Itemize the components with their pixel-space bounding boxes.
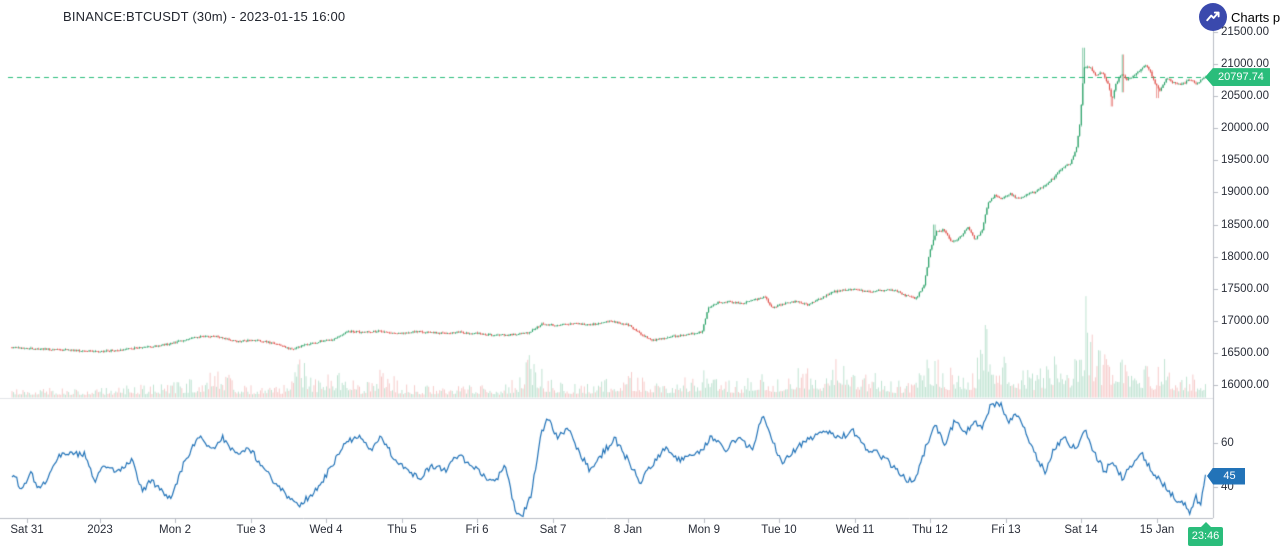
rsi-axis-tick-label: 60 xyxy=(1221,437,1234,449)
time-axis-tick-label: Fri 13 xyxy=(991,524,1021,536)
price-axis-tick-label: 21500.00 xyxy=(1221,26,1269,38)
price-axis-tick-label: 16500.00 xyxy=(1221,346,1269,359)
time-axis-tick-label: Fri 6 xyxy=(465,524,489,536)
tradingview-logo-icon[interactable] xyxy=(1199,3,1227,31)
time-axis-tick-label: 15 Jan xyxy=(1139,524,1175,536)
last-price-value: 20797.74 xyxy=(1218,71,1264,84)
price-axis-tick-label: 21000.00 xyxy=(1221,58,1269,71)
badge-notch xyxy=(1200,522,1211,527)
last-time-value: 23:46 xyxy=(1191,530,1220,542)
price-axis-tick-label: 17000.00 xyxy=(1221,314,1269,327)
price-axis-tick-label: 18000.00 xyxy=(1221,250,1269,263)
trend-arrow-icon xyxy=(1206,11,1220,22)
time-axis-tick-label: Thu 5 xyxy=(387,524,417,536)
price-axis-tick-label: 18500.00 xyxy=(1221,218,1269,231)
chart-title: BINANCE:BTCUSDT (30m) - 2023-01-15 16:00 xyxy=(63,9,346,24)
time-axis-tick-label: Wed 4 xyxy=(309,524,343,536)
time-axis-tick-label: 2023 xyxy=(87,524,113,536)
last-time-badge: 23:46 xyxy=(1188,522,1223,546)
time-axis-tick-label: 8 Jan xyxy=(613,524,643,536)
rsi-value-badge: 45 xyxy=(1207,467,1245,485)
rsi-value: 45 xyxy=(1223,469,1236,482)
time-axis-tick-label: Sat 14 xyxy=(1064,524,1098,536)
price-axis-tick-label: 19500.00 xyxy=(1221,154,1269,167)
charts-powered-by-label[interactable]: Charts p xyxy=(1231,10,1280,25)
time-axis-tick-label: Thu 12 xyxy=(912,524,948,536)
time-axis-tick-label: Tue 3 xyxy=(236,524,266,536)
price-axis-tick-label: 19000.00 xyxy=(1221,186,1269,199)
last-price-badge: 20797.74 xyxy=(1205,68,1270,87)
time-axis-tick-label: Tue 10 xyxy=(761,524,797,536)
time-axis-tick-label: Sat 31 xyxy=(10,524,44,536)
time-axis-tick-label: Wed 11 xyxy=(835,524,875,536)
price-axis-tick-label: 20000.00 xyxy=(1221,122,1269,135)
time-axis-tick-label: Mon 2 xyxy=(159,524,191,536)
time-axis-tick-label: Mon 9 xyxy=(688,524,720,536)
price-axis-tick-label: 17500.00 xyxy=(1221,282,1269,295)
time-axis-tick-label: Sat 7 xyxy=(539,524,567,536)
price-axis-tick-label: 16000.00 xyxy=(1221,379,1269,391)
price-axis-tick-label: 20500.00 xyxy=(1221,90,1269,103)
